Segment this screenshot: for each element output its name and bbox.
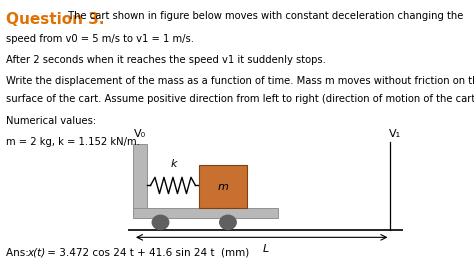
Text: V₀: V₀ xyxy=(134,129,146,139)
Text: = 3.472 cos 24 t + 41.6 sin 24 t  (mm): = 3.472 cos 24 t + 41.6 sin 24 t (mm) xyxy=(44,248,249,258)
Text: speed from v0 = 5 m/s to v1 = 1 m/s.: speed from v0 = 5 m/s to v1 = 1 m/s. xyxy=(6,34,194,43)
Text: surface of the cart. Assume positive direction from left to right (direction of : surface of the cart. Assume positive dir… xyxy=(6,94,474,104)
Text: k: k xyxy=(171,159,177,169)
Text: V₁: V₁ xyxy=(389,129,401,139)
Text: L: L xyxy=(262,244,269,254)
Text: Numerical values:: Numerical values: xyxy=(6,116,96,126)
Text: The cart shown in figure below moves with constant deceleration changing the: The cart shown in figure below moves wit… xyxy=(65,11,464,21)
Text: m = 2 kg, k = 1.152 kN/m.: m = 2 kg, k = 1.152 kN/m. xyxy=(6,137,140,147)
Text: m: m xyxy=(218,181,228,192)
Text: Write the displacement of the mass as a function of time. Mass m moves without f: Write the displacement of the mass as a … xyxy=(6,76,474,85)
Bar xyxy=(133,144,147,208)
Bar xyxy=(199,165,246,208)
Text: x(t): x(t) xyxy=(27,248,46,258)
Text: Question 3.: Question 3. xyxy=(6,12,105,27)
Bar xyxy=(133,208,278,218)
Circle shape xyxy=(152,215,169,229)
Circle shape xyxy=(220,215,236,229)
Text: Ans:: Ans: xyxy=(6,248,32,258)
Text: After 2 seconds when it reaches the speed v1 it suddenly stops.: After 2 seconds when it reaches the spee… xyxy=(6,55,326,65)
